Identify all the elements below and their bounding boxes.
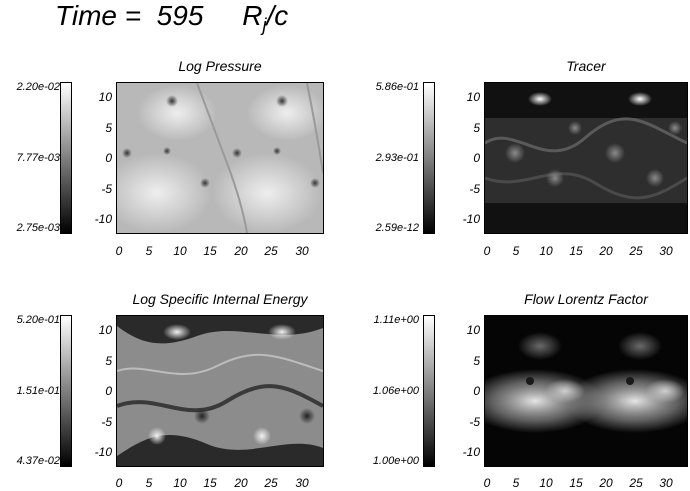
xtick-tracer: 25 bbox=[629, 244, 643, 258]
ytick-flow-lorentz-factor: -10 bbox=[462, 445, 480, 459]
xtick-flow-lorentz-factor: 25 bbox=[629, 476, 643, 490]
plot-tracer bbox=[484, 82, 688, 234]
xtick-log-specific-internal-energy: 5 bbox=[145, 476, 153, 490]
ytick-tracer: 0 bbox=[473, 151, 480, 165]
xtick-log-pressure: 0 bbox=[115, 244, 123, 258]
colorbar-max-log-pressure: 2.20e-02 bbox=[16, 81, 60, 93]
ytick-log-pressure: 10 bbox=[98, 90, 112, 104]
xtick-flow-lorentz-factor: 30 bbox=[659, 476, 673, 490]
xtick-tracer: 15 bbox=[569, 244, 583, 258]
colorbar-mid-flow-lorentz-factor: 1.06e+00 bbox=[372, 385, 419, 397]
xtick-tracer: 10 bbox=[539, 244, 553, 258]
ytick-tracer: -10 bbox=[462, 212, 480, 226]
time-header: Time = 595 Rj/c bbox=[55, 0, 288, 36]
ytick-tracer: -5 bbox=[469, 182, 480, 196]
colorbar-mid-log-pressure: 7.77e-03 bbox=[16, 152, 60, 164]
colorbar-log-specific-internal-energy bbox=[60, 315, 72, 467]
time-unit: Rj/c bbox=[242, 0, 289, 35]
colorbar-mid-log-specific-internal-energy: 1.51e-01 bbox=[16, 385, 60, 397]
ytick-log-specific-internal-energy: 0 bbox=[105, 384, 112, 398]
xtick-tracer: 20 bbox=[599, 244, 613, 258]
ytick-flow-lorentz-factor: 10 bbox=[466, 323, 480, 337]
colorbar-min-flow-lorentz-factor: 1.00e+00 bbox=[372, 455, 419, 467]
colorbar-log-pressure bbox=[60, 82, 72, 234]
time-label: Time = bbox=[55, 0, 142, 31]
colorbar-mid-tracer: 2.93e-01 bbox=[375, 152, 419, 164]
xtick-log-pressure: 30 bbox=[295, 244, 309, 258]
ytick-flow-lorentz-factor: -5 bbox=[469, 415, 480, 429]
xtick-tracer: 30 bbox=[659, 244, 673, 258]
ytick-log-specific-internal-energy: 5 bbox=[105, 354, 112, 368]
xtick-log-specific-internal-energy: 30 bbox=[295, 476, 309, 490]
ytick-log-pressure: 5 bbox=[105, 121, 112, 135]
panel-title-log-specific-internal-energy: Log Specific Internal Energy bbox=[132, 291, 308, 307]
ytick-log-specific-internal-energy: -5 bbox=[101, 415, 112, 429]
ytick-log-pressure: 0 bbox=[105, 151, 112, 165]
xtick-log-specific-internal-energy: 15 bbox=[203, 476, 217, 490]
xtick-flow-lorentz-factor: 20 bbox=[599, 476, 613, 490]
ytick-tracer: 10 bbox=[466, 90, 480, 104]
colorbar-tracer bbox=[423, 82, 435, 234]
ytick-tracer: 5 bbox=[473, 121, 480, 135]
plot-log-specific-internal-energy bbox=[116, 315, 324, 467]
colorbar-max-flow-lorentz-factor: 1.11e+00 bbox=[373, 314, 419, 326]
panel-title-log-pressure: Log Pressure bbox=[178, 58, 262, 74]
xtick-tracer: 0 bbox=[483, 244, 491, 258]
xtick-flow-lorentz-factor: 5 bbox=[512, 476, 520, 490]
ytick-log-specific-internal-energy: 10 bbox=[98, 323, 112, 337]
ytick-flow-lorentz-factor: 0 bbox=[473, 384, 480, 398]
colorbar-max-log-specific-internal-energy: 5.20e-01 bbox=[16, 314, 60, 326]
colorbar-max-tracer: 5.86e-01 bbox=[375, 81, 419, 93]
field-image-flow-lorentz-factor bbox=[485, 316, 687, 466]
ytick-log-pressure: -5 bbox=[101, 182, 112, 196]
xtick-flow-lorentz-factor: 10 bbox=[539, 476, 553, 490]
xtick-log-specific-internal-energy: 10 bbox=[173, 476, 187, 490]
plot-log-pressure bbox=[116, 82, 324, 234]
field-image-tracer bbox=[485, 83, 687, 233]
xtick-log-pressure: 25 bbox=[264, 244, 278, 258]
xtick-tracer: 5 bbox=[512, 244, 520, 258]
ytick-log-specific-internal-energy: -10 bbox=[94, 445, 112, 459]
ytick-flow-lorentz-factor: 5 bbox=[473, 354, 480, 368]
colorbar-min-log-pressure: 2.75e-03 bbox=[16, 222, 60, 234]
panel-title-flow-lorentz-factor: Flow Lorentz Factor bbox=[524, 291, 648, 307]
xtick-flow-lorentz-factor: 15 bbox=[569, 476, 583, 490]
colorbar-flow-lorentz-factor bbox=[423, 315, 435, 467]
field-image-log-specific-internal-energy bbox=[117, 316, 323, 466]
ytick-log-pressure: -10 bbox=[94, 212, 112, 226]
panel-title-tracer: Tracer bbox=[566, 58, 606, 74]
colorbar-min-tracer: 2.59e-12 bbox=[375, 222, 419, 234]
xtick-log-specific-internal-energy: 20 bbox=[234, 476, 248, 490]
xtick-log-pressure: 10 bbox=[173, 244, 187, 258]
plot-flow-lorentz-factor bbox=[484, 315, 688, 467]
xtick-log-pressure: 20 bbox=[234, 244, 248, 258]
colorbar-min-log-specific-internal-energy: 4.37e-02 bbox=[16, 455, 60, 467]
xtick-log-specific-internal-energy: 0 bbox=[115, 476, 123, 490]
field-image-log-pressure bbox=[117, 83, 323, 233]
xtick-log-specific-internal-energy: 25 bbox=[264, 476, 278, 490]
time-value: 595 bbox=[156, 0, 204, 31]
xtick-flow-lorentz-factor: 0 bbox=[483, 476, 491, 490]
xtick-log-pressure: 5 bbox=[145, 244, 153, 258]
xtick-log-pressure: 15 bbox=[203, 244, 217, 258]
